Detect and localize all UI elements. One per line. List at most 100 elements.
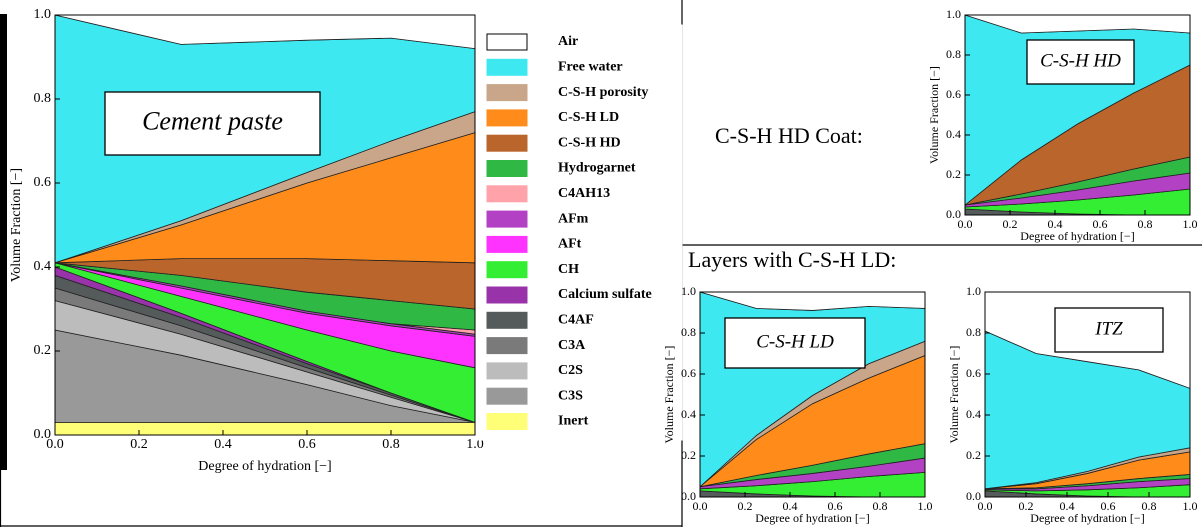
legend-swatch: [486, 387, 528, 405]
legend-swatch: [486, 362, 528, 380]
x-tick-label: 0.6: [298, 437, 316, 452]
x-tick-label: 1.0: [918, 499, 933, 513]
x-tick-label: 0.2: [130, 437, 148, 452]
x-axis-label: Degree of hydration [−]: [1030, 511, 1144, 525]
y-axis-label: Volume Fraction [−]: [9, 168, 24, 282]
legend-swatch: [486, 109, 528, 127]
y-tick-label: 0.6: [681, 366, 696, 380]
x-axis-label: Degree of hydration [−]: [755, 511, 869, 525]
y-tick-label: 0.0: [34, 427, 52, 442]
legend-swatch: [486, 311, 528, 329]
legend-swatch: [486, 413, 528, 430]
legend-swatch: [486, 134, 528, 152]
annotation-box: [724, 317, 866, 369]
y-axis-label: Volume Fraction [−]: [927, 66, 941, 164]
legend-swatch: [486, 235, 528, 253]
x-axis-label: Degree of hydration [−]: [198, 459, 331, 474]
legend-swatch: [486, 337, 528, 355]
legend-label: Air: [558, 34, 578, 49]
legend-label: Inert: [558, 414, 589, 429]
x-tick-label: 1.0: [1183, 217, 1198, 231]
annotation-box: [1054, 307, 1164, 353]
plot-frame: [984, 291, 1191, 498]
y-tick-label: 0.8: [681, 325, 696, 339]
annotation: C-S-H LD: [756, 331, 834, 352]
annotation: Cement paste: [142, 106, 283, 135]
area: [54, 421, 476, 436]
legend-label: Calcium sulfate: [558, 287, 652, 302]
annotation-box: [1026, 39, 1135, 85]
caption: C-S-H HD Coat:: [715, 123, 863, 148]
legend-swatch: [486, 160, 528, 177]
x-tick-label: 0.8: [1138, 217, 1153, 231]
legend-label: C-S-H HD: [558, 135, 621, 150]
legend-label: C-S-H porosity: [558, 85, 648, 100]
x-tick-label: 0.6: [1093, 217, 1108, 231]
legend-swatch: [486, 185, 528, 203]
left-bar: [0, 14, 7, 470]
y-tick-label: 0.4: [34, 259, 52, 274]
caption: Layers with C-S-H LD:: [688, 247, 896, 272]
y-tick-label: 0.8: [946, 47, 961, 61]
plot-frame: [699, 291, 926, 498]
x-tick-label: 0.6: [1101, 499, 1116, 513]
x-tick-label: 0.2: [738, 499, 753, 513]
y-tick-label: 0.4: [946, 127, 961, 141]
y-tick-label: 1.0: [681, 284, 696, 298]
plot-frame: [54, 14, 476, 436]
y-tick-label: 1.0: [34, 7, 52, 22]
annotation: ITZ: [1094, 318, 1123, 339]
x-tick-label: 0.8: [382, 437, 400, 452]
legend-label: C3S: [558, 388, 583, 403]
legend-label: C4AF: [558, 313, 594, 328]
y-tick-label: 0.0: [946, 207, 961, 221]
x-axis-label: Degree of hydration [−]: [1020, 229, 1134, 243]
y-tick-label: 0.8: [34, 91, 52, 106]
legend-label: Hydrogarnet: [558, 161, 636, 176]
legend-label: C4AH13: [558, 186, 610, 201]
x-tick-label: 0.2: [1003, 217, 1018, 231]
annotation: C-S-H HD: [1040, 50, 1121, 71]
x-tick-label: 0.8: [1142, 499, 1157, 513]
x-tick-label: 0.0: [978, 499, 993, 513]
x-tick-label: 1.0: [1183, 499, 1198, 513]
y-tick-label: 1.0: [946, 7, 961, 21]
legend-swatch: [486, 58, 528, 76]
y-tick-label: 1.0: [966, 284, 981, 298]
y-tick-label: 0.0: [966, 489, 981, 503]
y-tick-label: 0.2: [966, 448, 981, 462]
y-tick-label: 0.4: [966, 407, 981, 421]
y-axis-label: Volume Fraction [−]: [947, 346, 961, 444]
x-tick-label: 0.0: [46, 437, 64, 452]
legend-label: AFm: [558, 211, 589, 226]
legend-label: C3A: [558, 338, 586, 353]
x-tick-label: 0.0: [958, 217, 973, 231]
legend-swatch: [486, 261, 528, 279]
legend-label: C2S: [558, 363, 583, 378]
y-tick-label: 0.8: [966, 325, 981, 339]
legend-swatch: [486, 84, 528, 102]
y-tick-label: 0.2: [946, 167, 961, 181]
legend-swatch: [486, 286, 528, 304]
legend-label: Free water: [558, 60, 623, 75]
y-tick-label: 0.6: [34, 175, 52, 190]
x-tick-label: 0.4: [783, 499, 798, 513]
legend-label: C-S-H LD: [558, 110, 619, 125]
x-tick-label: 0.8: [873, 499, 888, 513]
y-axis-label: Volume Fraction [−]: [662, 346, 676, 444]
plot-frame: [964, 14, 1191, 216]
x-tick-label: 0.6: [828, 499, 843, 513]
x-tick-label: 0.4: [1060, 499, 1075, 513]
legend-swatch: [486, 33, 528, 51]
x-tick-label: 0.4: [1048, 217, 1063, 231]
y-tick-label: 0.2: [34, 343, 52, 358]
x-tick-label: 1.0: [466, 437, 484, 452]
y-tick-label: 0.6: [966, 366, 981, 380]
x-tick-label: 0.4: [214, 437, 232, 452]
x-tick-label: 0.2: [1019, 499, 1034, 513]
y-tick-label: 0.0: [681, 489, 696, 503]
annotation-box: [104, 91, 321, 156]
legend-swatch: [486, 210, 528, 228]
legend-label: CH: [558, 262, 579, 277]
